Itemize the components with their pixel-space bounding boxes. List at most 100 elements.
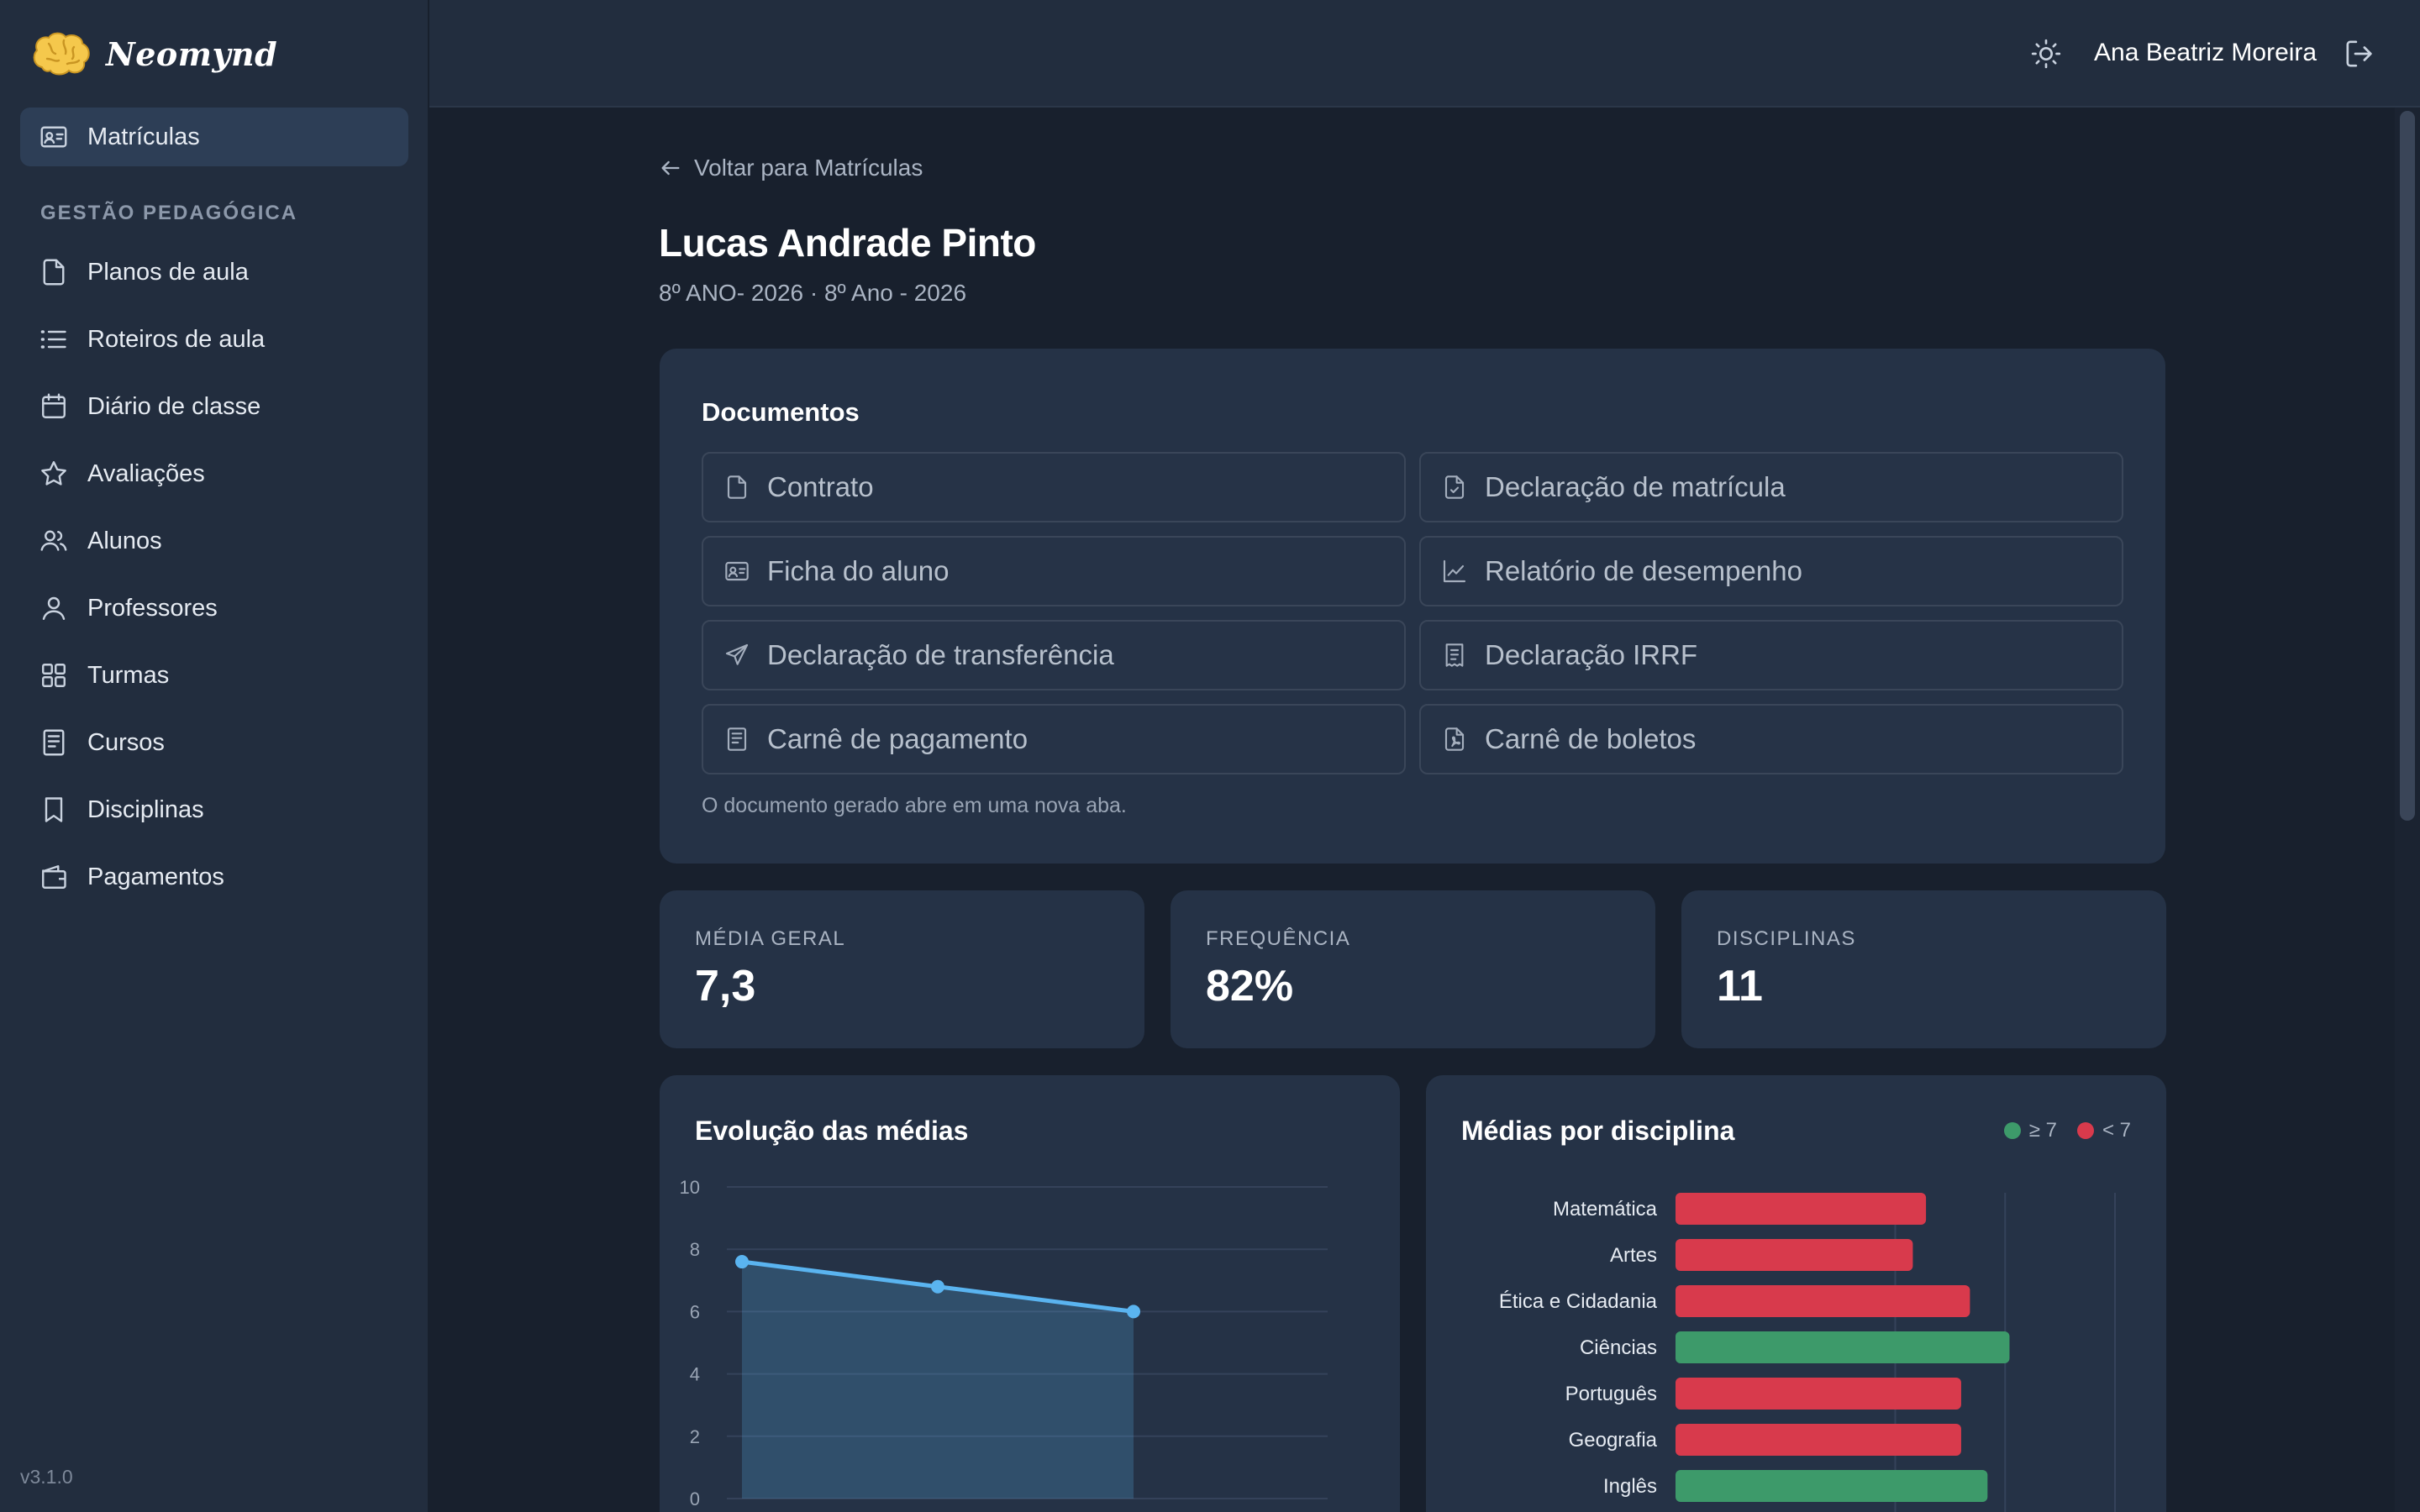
sidebar-item-label: Disciplinas [87, 795, 204, 823]
category-label: Inglês [1603, 1475, 1657, 1498]
sidebar-item-diario-de-classe[interactable]: Diário de classe [20, 377, 408, 436]
documents-title: Documentos [702, 397, 860, 427]
bar [1676, 1378, 1961, 1410]
category-label: Geografia [1569, 1429, 1658, 1452]
doc-button-label: Contrato [767, 471, 874, 502]
medias-chart-card: Médias por disciplina ≥ 7 < 7 Matemática… [1426, 1075, 2166, 1512]
legend-item-below: < 7 [2076, 1119, 2131, 1142]
sidebar-item-matriculas[interactable]: Matrículas [20, 108, 408, 166]
doc-button-label: Ficha do aluno [767, 555, 950, 586]
grid-icon [39, 660, 69, 690]
id-card-icon [723, 558, 750, 585]
book-icon [39, 727, 69, 758]
carne-boletos-button[interactable]: Carnê de boletos [1419, 704, 2123, 774]
legend-dot [2003, 1122, 2021, 1139]
sidebar-item-turmas[interactable]: Turmas [20, 646, 408, 705]
sidebar-item-label: Planos de aula [87, 258, 249, 286]
sidebar-item-label: Turmas [87, 661, 170, 689]
y-tick-label: 2 [690, 1426, 700, 1447]
stat-card-media-geral: MÉDIA GERAL 7,3 [660, 890, 1144, 1048]
y-tick-label: 6 [690, 1301, 700, 1322]
chart-legend: ≥ 7 < 7 [2003, 1119, 2131, 1142]
legend-label: < 7 [2102, 1119, 2131, 1142]
stat-label: MÉDIA GERAL [695, 927, 846, 950]
data-point [1127, 1305, 1140, 1319]
user-name[interactable]: Ana Beatriz Moreira [2094, 39, 2317, 66]
section-title: GESTÃO PEDAGÓGICA [40, 202, 298, 224]
legend-label: ≥ 7 [2028, 1119, 2057, 1142]
sidebar-item-label: Matrículas [87, 123, 200, 150]
page-title: Lucas Andrade Pinto [659, 221, 1036, 265]
doc-button-label: Declaração de matrícula [1485, 471, 1786, 502]
doc-button-label: Declaração IRRF [1485, 639, 1698, 670]
top-bar [429, 0, 2420, 108]
sidebar-item-roteiros-de-aula[interactable]: Roteiros de aula [20, 310, 408, 369]
chart-title: Médias por disciplina [1461, 1116, 1735, 1146]
doc-button-label: Carnê de pagamento [767, 723, 1028, 754]
y-tick-label: 0 [690, 1488, 700, 1509]
declaracao-irrf-button[interactable]: Declaração IRRF [1419, 620, 2123, 690]
sidebar-item-professores[interactable]: Professores [20, 579, 408, 638]
bar [1676, 1331, 2010, 1363]
chart-title: Evolução das médias [695, 1116, 969, 1146]
doc-button-label: Carnê de boletos [1485, 723, 1697, 754]
stat-value: 11 [1717, 962, 1763, 1011]
category-label: Ciências [1580, 1336, 1657, 1359]
sidebar-item-label: Pagamentos [87, 863, 224, 890]
sidebar-item-disciplinas[interactable]: Disciplinas [20, 780, 408, 839]
calendar-icon [39, 391, 69, 422]
sidebar-item-planos-de-aula[interactable]: Planos de aula [20, 243, 408, 302]
file-check-icon [1441, 474, 1468, 501]
documents-note: O documento gerado abre em uma nova aba. [702, 794, 1127, 817]
declaracao-matricula-button[interactable]: Declaração de matrícula [1419, 452, 2123, 522]
sidebar-item-label: Alunos [87, 527, 162, 554]
documents-card: Documentos Contrato Declaração de matríc… [660, 349, 2165, 864]
users-icon [39, 526, 69, 556]
data-point [735, 1255, 749, 1269]
medias-chart: Matemática Artes Ética e Cidadania Ciências… [1499, 1193, 2116, 1512]
sun-icon[interactable] [2029, 37, 2063, 71]
sidebar-item-label: Roteiros de aula [87, 325, 266, 353]
y-tick-label: 10 [680, 1177, 700, 1198]
scrollbar-thumb[interactable] [2400, 111, 2415, 821]
id-card-icon [39, 122, 69, 152]
student-class-info: 8º ANO- 2026 · 8º Ano - 2026 [659, 280, 967, 306]
legend-dot [2076, 1122, 2094, 1139]
sidebar-item-pagamentos[interactable]: Pagamentos [20, 848, 408, 906]
category-label: Artes [1610, 1244, 1657, 1267]
logout-icon[interactable] [2343, 37, 2376, 71]
ficha-aluno-button[interactable]: Ficha do aluno [702, 536, 1406, 606]
carne-pagamento-button[interactable]: Carnê de pagamento [702, 704, 1406, 774]
y-tick-label: 4 [690, 1364, 700, 1385]
contrato-button[interactable]: Contrato [702, 452, 1406, 522]
stat-card-disciplinas: DISCIPLINAS 11 [1681, 890, 2166, 1048]
booklet-icon [723, 726, 750, 753]
bar [1676, 1239, 1913, 1271]
bar [1676, 1470, 1988, 1502]
stat-value: 82% [1206, 962, 1294, 1011]
stat-label: FREQUÊNCIA [1206, 927, 1351, 950]
declaracao-transferencia-button[interactable]: Declaração de transferência [702, 620, 1406, 690]
chart-line-icon [1441, 558, 1468, 585]
receipt-icon [1441, 642, 1468, 669]
stat-card-frequencia: FREQUÊNCIA 82% [1171, 890, 1655, 1048]
relatorio-desempenho-button[interactable]: Relatório de desempenho [1419, 536, 2123, 606]
wallet-icon [39, 862, 69, 892]
brain-logo-icon [33, 32, 90, 76]
sidebar-item-label: Diário de classe [87, 392, 261, 420]
sidebar-item-avaliacoes[interactable]: Avaliações [20, 444, 408, 503]
sidebar-item-cursos[interactable]: Cursos [20, 713, 408, 772]
evolucao-chart-card: Evolução das médias 0 2 4 6 8 10 [660, 1075, 1400, 1512]
evolucao-chart: 0 2 4 6 8 10 [680, 1177, 1328, 1509]
bar [1676, 1285, 1970, 1317]
category-label: Português [1565, 1383, 1657, 1405]
sidebar-item-alunos[interactable]: Alunos [20, 512, 408, 570]
sidebar-item-label: Avaliações [87, 459, 205, 487]
file-pdf-icon [1441, 726, 1468, 753]
area-fill [742, 1262, 1134, 1499]
brand[interactable]: Neomynd [30, 29, 277, 79]
brand-name: Neomynd [106, 34, 278, 73]
back-link[interactable]: Voltar para Matrículas [659, 155, 923, 181]
file-icon [723, 474, 750, 501]
arrow-left-icon [661, 160, 680, 176]
